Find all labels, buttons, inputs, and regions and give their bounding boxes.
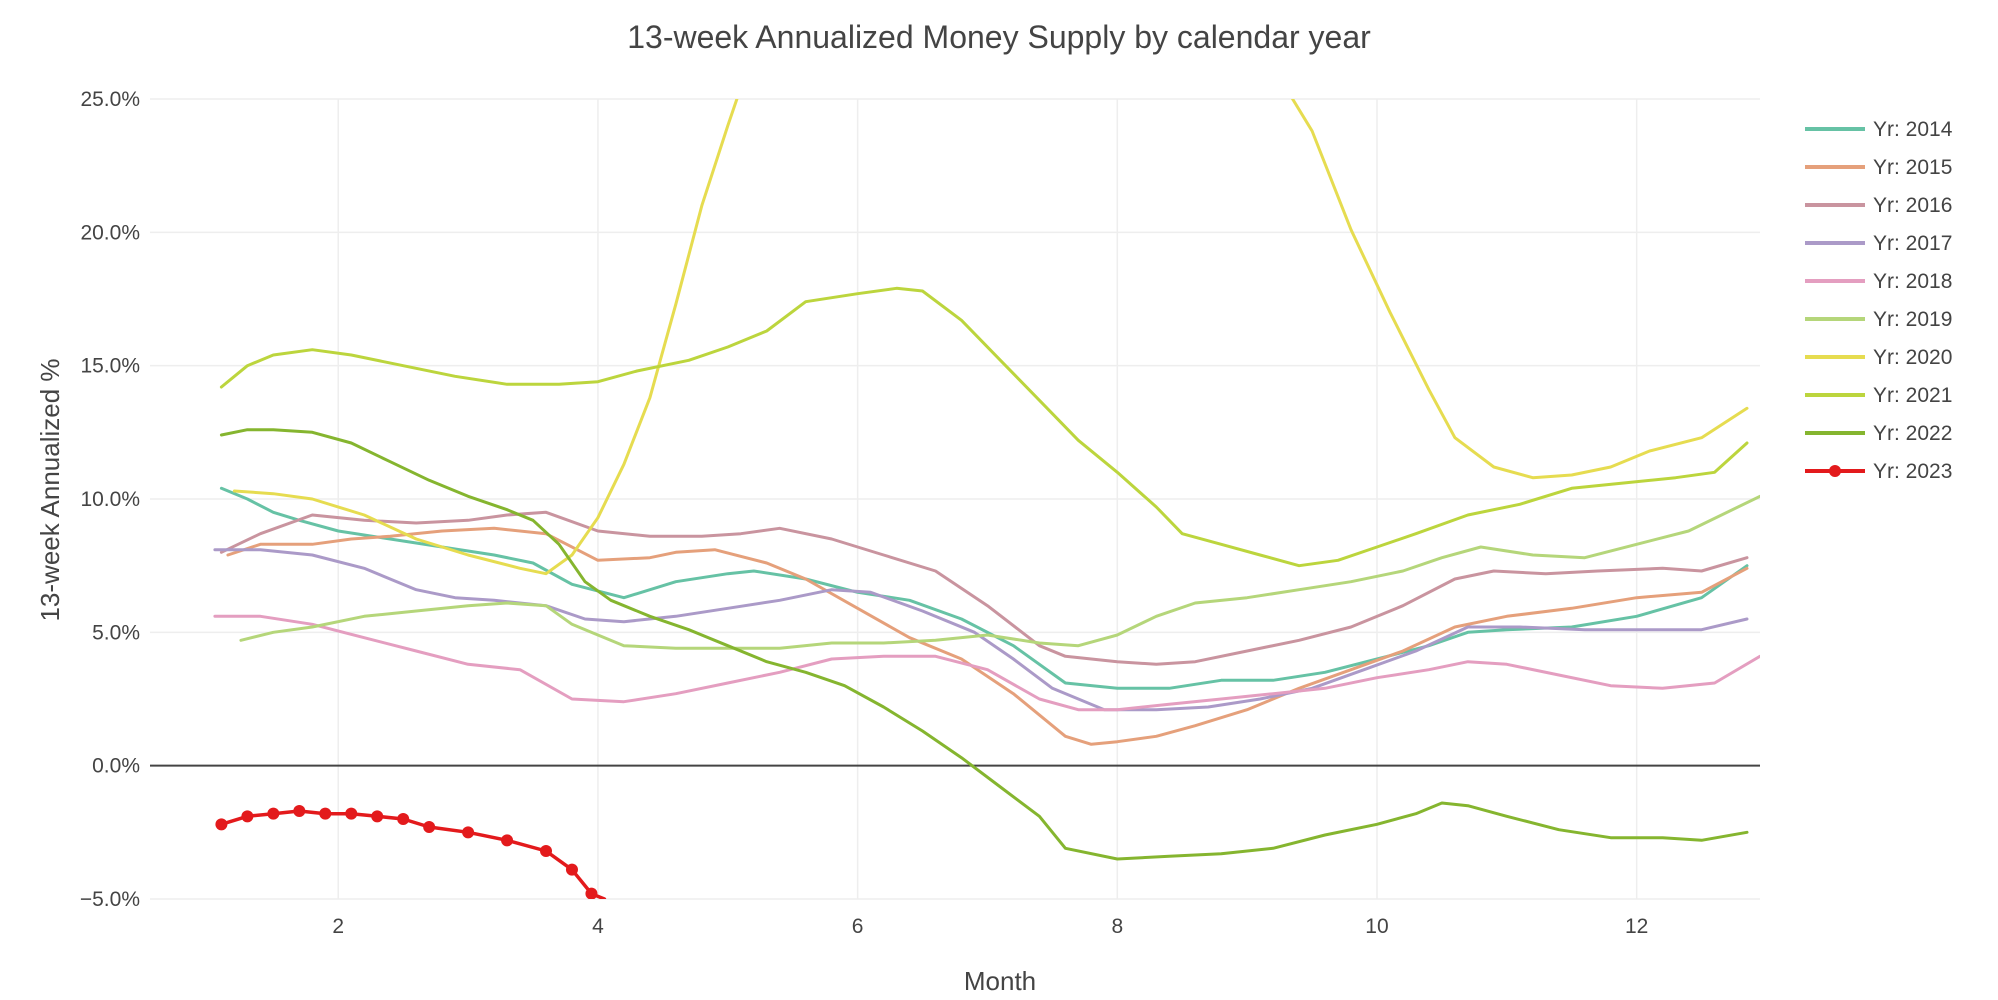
data-point-yr-2023: [241, 810, 254, 823]
legend-label: Yr: 2021: [1873, 384, 1952, 407]
legend-item-yr-2022[interactable]: Yr: 2022: [1805, 422, 1952, 445]
series-line-yr-2019: [239, 494, 1760, 650]
series-line-yr-2018: [213, 614, 1760, 712]
data-point-yr-2023: [371, 810, 384, 823]
legend-label: Yr: 2015: [1873, 156, 1952, 179]
data-point-yr-2023: [585, 887, 598, 899]
legend-label: Yr: 2022: [1873, 422, 1952, 445]
y-tick-label: 15.0%: [80, 355, 140, 378]
data-point-yr-2023: [397, 813, 410, 825]
data-point-yr-2023: [540, 845, 553, 857]
data-point-yr-2023: [423, 821, 436, 833]
legend-item-yr-2021[interactable]: Yr: 2021: [1805, 384, 1952, 407]
legend-label: Yr: 2014: [1873, 118, 1953, 141]
data-point-yr-2023: [319, 807, 332, 820]
data-point-yr-2023: [293, 805, 306, 817]
series-line-yr-2020: [232, 99, 1749, 576]
data-point-yr-2023: [565, 863, 578, 876]
data-point-yr-2023: [462, 826, 475, 839]
legend-label: Yr: 2020: [1873, 346, 1952, 369]
y-axis-ticks: −5.0% 0.0% 5.0% 10.0% 15.0% 20.0% 25.0%: [80, 88, 140, 911]
series-line-yr-2015: [226, 526, 1749, 746]
legend-item-yr-2017[interactable]: Yr: 2017: [1805, 232, 1952, 255]
legend-item-yr-2020[interactable]: Yr: 2020: [1805, 346, 1952, 369]
series-yr-2022: [219, 428, 1749, 861]
x-tick-label: 4: [592, 915, 604, 938]
data-point-yr-2023: [501, 834, 514, 847]
series-line-yr-2016: [219, 510, 1749, 666]
series-yr-2016: [219, 510, 1749, 666]
series-yr-2019: [239, 494, 1760, 650]
legend-label: Yr: 2016: [1873, 194, 1952, 217]
legend-label: Yr: 2018: [1873, 270, 1952, 293]
y-axis-title: 13-week Annualized %: [35, 358, 65, 621]
x-tick-label: 12: [1625, 915, 1648, 938]
series-yr-2023: [215, 805, 607, 899]
y-tick-label: 5.0%: [92, 621, 140, 644]
series-line-yr-2022: [219, 428, 1749, 861]
series-yr-2014: [219, 486, 1749, 690]
x-tick-label: 6: [852, 915, 864, 938]
legend-label: Yr: 2023: [1873, 460, 1952, 483]
legend-item-yr-2018[interactable]: Yr: 2018: [1805, 270, 1952, 293]
legend-item-yr-2015[interactable]: Yr: 2015: [1805, 156, 1952, 179]
gridlines: [150, 98, 1760, 900]
y-tick-label: 0.0%: [92, 755, 140, 778]
x-tick-label: 10: [1365, 915, 1388, 938]
series-yr-2017: [213, 548, 1749, 712]
legend-item-yr-2016[interactable]: Yr: 2016: [1805, 194, 1952, 217]
x-tick-label: 2: [332, 915, 344, 938]
series-yr-2018: [213, 614, 1760, 712]
legend[interactable]: Yr: 2014 Yr: 2015 Yr: 2016 Yr: 2017 Yr: 2018…: [1805, 118, 1953, 483]
legend-label: Yr: 2017: [1873, 232, 1952, 255]
series-yr-2020: [232, 99, 1749, 576]
legend-item-yr-2023[interactable]: Yr: 2023: [1805, 460, 1952, 483]
legend-item-yr-2019[interactable]: Yr: 2019: [1805, 308, 1952, 331]
series-line-yr-2021: [219, 286, 1749, 568]
series-line-yr-2014: [219, 486, 1749, 690]
legend-item-yr-2014[interactable]: Yr: 2014: [1805, 118, 1953, 141]
series-lines: [213, 99, 1760, 899]
series-yr-2021: [219, 286, 1749, 568]
data-point-yr-2023: [345, 807, 358, 820]
chart-title: 13-week Annualized Money Supply by calen…: [627, 19, 1371, 55]
y-tick-label: 25.0%: [80, 88, 140, 111]
series-yr-2015: [226, 526, 1749, 746]
data-point-yr-2023: [267, 807, 280, 820]
legend-label: Yr: 2019: [1873, 308, 1952, 331]
x-axis-title: Month: [964, 966, 1036, 996]
x-axis-ticks: 2 4 6 8 10 12: [332, 915, 1648, 938]
y-tick-label: 10.0%: [80, 488, 140, 511]
series-line-yr-2017: [213, 548, 1749, 712]
legend-marker: [1829, 465, 1841, 477]
x-tick-label: 8: [1111, 915, 1123, 938]
y-tick-label: −5.0%: [80, 888, 140, 911]
data-point-yr-2023: [215, 818, 228, 831]
y-tick-label: 20.0%: [80, 221, 140, 244]
